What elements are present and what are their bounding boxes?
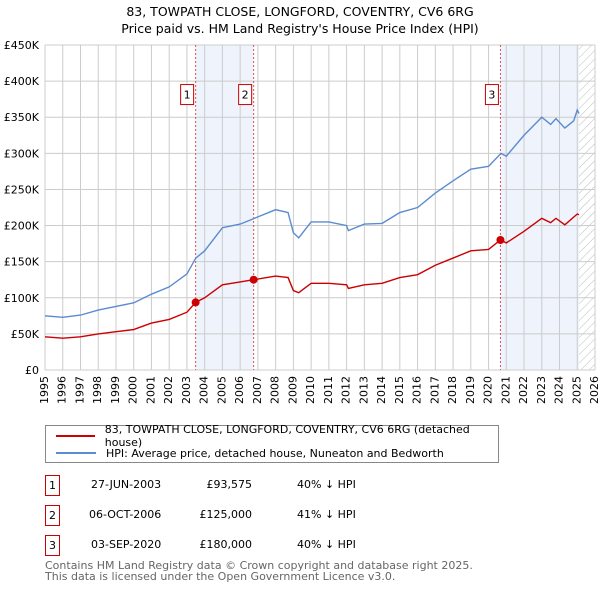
x-tick-label: 2009 [286, 376, 299, 404]
y-tick-label: £150K [4, 256, 40, 269]
x-tick-label: 2019 [464, 376, 477, 404]
y-tick-label: £300K [4, 147, 40, 160]
footer-licence: This data is licensed under the Open Gov… [45, 569, 396, 583]
sale-label-text: 1 [184, 89, 191, 102]
y-tick-label: £0 [25, 364, 39, 377]
series-line [44, 213, 580, 339]
x-tick-label: 2018 [446, 376, 459, 404]
x-tick-label: 2015 [393, 376, 406, 404]
transaction-price: £125,000 [199, 508, 253, 521]
x-tick-label: 2026 [588, 376, 600, 404]
x-tick-label: 2004 [198, 376, 211, 404]
x-tick-label: 2023 [535, 376, 548, 404]
sale-label-box [180, 84, 195, 106]
transaction-date: 06-OCT-2006 [89, 508, 162, 521]
x-tick-label: 2003 [180, 376, 193, 404]
x-tick-label: 2016 [411, 376, 424, 404]
y-tick-label: £400K [4, 75, 40, 88]
x-tick-label: 1999 [109, 376, 122, 404]
shaded-period [500, 45, 580, 370]
x-tick-label: 2008 [269, 376, 282, 404]
transaction-badge: 3 [45, 535, 60, 556]
x-tick-label: 2017 [428, 376, 441, 404]
sale-label-box [238, 84, 253, 106]
transaction-hpi: 41% ↓ HPI [297, 508, 356, 521]
transaction-price: £180,000 [199, 538, 253, 551]
x-tick-label: 2011 [322, 376, 335, 404]
legend-label: 83, TOWPATH CLOSE, LONGFORD, COVENTRY, C… [104, 423, 470, 449]
x-tick-label: 1995 [38, 376, 51, 404]
x-tick-label: 2021 [499, 376, 512, 404]
sale-label: 1 [180, 84, 195, 106]
sale-label-text: 3 [488, 89, 495, 102]
x-tick-label: 1997 [73, 376, 86, 404]
x-tick-label: 2014 [375, 376, 388, 404]
transaction-hpi: 40% ↓ HPI [297, 538, 356, 551]
x-tick-label: 1996 [56, 376, 69, 404]
x-tick-label: 2024 [553, 376, 566, 404]
x-tick-label: 2010 [304, 376, 317, 404]
legend-item-hpi: HPI: Average price, detached house, Nune… [56, 445, 444, 461]
legend-swatch-blue [56, 452, 96, 454]
x-tick-label: 2002 [162, 376, 175, 404]
legend: 83, TOWPATH CLOSE, LONGFORD, COVENTRY, C… [45, 423, 499, 463]
x-tick-label: 2025 [570, 376, 583, 404]
transaction-date: 03-SEP-2020 [91, 538, 162, 551]
footer-copyright: Contains HM Land Registry data © Crown c… [45, 559, 473, 572]
transaction-badge: 1 [45, 475, 60, 496]
transaction-price: £93,575 [206, 478, 253, 491]
sale-label: 2 [238, 84, 253, 106]
transaction-badge: 2 [45, 505, 60, 526]
y-tick-label: £100K [4, 292, 40, 305]
chart-title: 83, TOWPATH CLOSE, LONGFORD, COVENTRY, C… [126, 4, 474, 19]
x-tick-label: 2000 [127, 376, 140, 404]
x-tick-label: 2006 [233, 376, 246, 404]
x-tick-label: 2012 [340, 376, 353, 404]
x-tick-label: 2020 [482, 376, 495, 404]
y-tick-label: £250K [4, 183, 40, 196]
series-line [44, 108, 580, 318]
sale-point [496, 236, 505, 244]
sale-label-box [484, 84, 499, 106]
transaction-date: 27-JUN-2003 [91, 478, 162, 491]
legend-label: HPI: Average price, detached house, Nune… [106, 446, 444, 460]
sale-label-text: 2 [242, 89, 249, 102]
transaction-row: 2 06-OCT-2006 £125,000 41% ↓ HPI [45, 505, 465, 526]
forecast-hatch [579, 45, 595, 370]
y-tick-label: £350K [4, 111, 40, 124]
x-tick-label: 2005 [215, 376, 228, 404]
chart-subtitle: Price paid vs. HM Land Registry's House … [121, 21, 479, 36]
y-tick-label: £50K [11, 328, 40, 341]
y-tick-label: £200K [4, 220, 40, 233]
legend-item-property: 83, TOWPATH CLOSE, LONGFORD, COVENTRY, C… [56, 423, 498, 449]
x-tick-label: 2013 [357, 376, 370, 404]
transaction-row: 1 27-JUN-2003 £93,575 40% ↓ HPI [45, 475, 465, 496]
x-tick-label: 2022 [517, 376, 530, 404]
sale-point [249, 275, 258, 284]
price-chart: 1995 1996 1997 1998 1999 2000 2001 2002 2003 2004… [4, 39, 600, 404]
transaction-row: 3 03-SEP-2020 £180,000 40% ↓ HPI [45, 535, 465, 556]
y-tick-label: £450K [4, 39, 40, 52]
x-tick-label: 1998 [91, 376, 104, 404]
footer: Contains HM Land Registry data © Crown c… [45, 559, 473, 583]
transaction-hpi: 40% ↓ HPI [297, 478, 356, 491]
legend-swatch-red [56, 435, 95, 437]
x-tick-label: 2007 [251, 376, 264, 404]
sale-point [191, 298, 200, 307]
sale-label: 3 [484, 84, 499, 106]
x-tick-label: 2001 [144, 376, 157, 404]
